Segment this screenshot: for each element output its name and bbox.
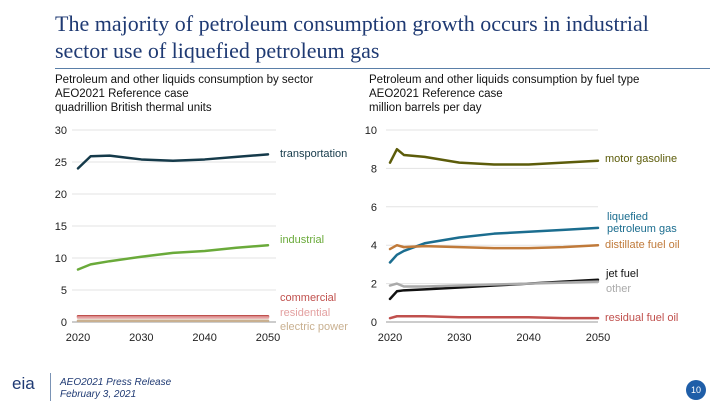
y-tick-label: 15 bbox=[55, 221, 67, 233]
footer-text: AEO2021 Press Release February 3, 2021 bbox=[60, 377, 171, 401]
page-number: 10 bbox=[686, 380, 706, 400]
x-tick-label: 2030 bbox=[129, 332, 153, 344]
y-tick-label: 4 bbox=[371, 240, 377, 252]
series-label-distillate-fuel-oil: distillate fuel oil bbox=[605, 239, 680, 251]
series-label-industrial: industrial bbox=[280, 234, 324, 246]
x-tick-label: 2050 bbox=[586, 332, 610, 344]
series-label-line: petroleum gas bbox=[607, 223, 677, 235]
series-label-line: jet fuel bbox=[605, 268, 638, 280]
right-chart-title: Petroleum and other liquids consumption … bbox=[369, 74, 640, 86]
right-chart-header: Petroleum and other liquids consumption … bbox=[369, 73, 709, 115]
series-line-transportation bbox=[76, 153, 270, 170]
x-tick-label: 2040 bbox=[516, 332, 540, 344]
series-label-line: industrial bbox=[280, 234, 324, 246]
y-tick-label: 8 bbox=[371, 163, 377, 175]
x-tick-label: 2020 bbox=[378, 332, 402, 344]
left-chart-header: Petroleum and other liquids consumption … bbox=[55, 73, 355, 115]
left-chart: 0 5 10 15 20 25 30 2020 2030 2040 2050 transportati… bbox=[55, 125, 348, 344]
series-line-motor-gasoline bbox=[388, 147, 600, 166]
x-tick-label: 2020 bbox=[66, 332, 90, 344]
series-label-line: other bbox=[606, 283, 631, 295]
y-tick-label: 20 bbox=[55, 189, 67, 201]
right-chart: 0 2 4 6 8 10 2020 2030 2040 2050 motor gasoline liq… bbox=[365, 125, 680, 344]
y-tick-label: 25 bbox=[55, 157, 67, 169]
series-label-line: commercial bbox=[280, 292, 336, 304]
y-tick-label: 10 bbox=[365, 125, 377, 137]
series-label-other: other bbox=[606, 283, 631, 295]
series-label-line: distillate fuel oil bbox=[605, 239, 680, 251]
right-chart-units: million barrels per day bbox=[369, 102, 482, 114]
series-label-residual-fuel-oil: residual fuel oil bbox=[605, 312, 678, 324]
y-tick-label: 6 bbox=[371, 202, 377, 214]
series-label-line: motor gasoline bbox=[605, 153, 677, 165]
series-label-jet-fuel: jet fuel bbox=[605, 268, 638, 280]
series-label-transportation: transportation bbox=[280, 148, 347, 160]
series-label-residential: residential bbox=[280, 307, 330, 319]
right-chart-case: AEO2021 Reference case bbox=[369, 88, 503, 100]
eia-logo: eia bbox=[12, 374, 35, 393]
y-tick-label: 0 bbox=[371, 317, 377, 329]
page-title: The majority of petroleum consumption gr… bbox=[55, 11, 649, 63]
y-tick-label: 0 bbox=[61, 317, 67, 329]
title-divider bbox=[55, 68, 710, 69]
y-tick-label: 2 bbox=[371, 279, 377, 291]
footer-date: February 3, 2021 bbox=[60, 389, 137, 400]
x-tick-label: 2030 bbox=[447, 332, 471, 344]
series-label-line: electric power bbox=[280, 321, 348, 333]
series-label-liquefied-petroleum-gas: liquefied petroleum gas bbox=[607, 211, 677, 235]
series-label-line: residential bbox=[280, 307, 330, 319]
series-label-line: residual fuel oil bbox=[605, 312, 678, 324]
series-line-residual-fuel-oil bbox=[388, 314, 600, 320]
y-tick-label: 10 bbox=[55, 253, 67, 265]
left-chart-title: Petroleum and other liquids consumption … bbox=[55, 74, 314, 86]
footer-release: AEO2021 Press Release bbox=[60, 377, 172, 388]
y-tick-label: 5 bbox=[61, 285, 67, 297]
series-label-commercial: commercial bbox=[280, 292, 336, 304]
left-chart-units: quadrillion British thermal units bbox=[55, 102, 212, 114]
series-label-line: transportation bbox=[280, 148, 347, 160]
left-chart-case: AEO2021 Reference case bbox=[55, 88, 189, 100]
series-line-liquefied-petroleum-gas bbox=[388, 226, 600, 264]
series-line-distillate-fuel-oil bbox=[388, 243, 600, 251]
footer-divider bbox=[50, 373, 51, 401]
x-tick-label: 2040 bbox=[192, 332, 216, 344]
series-label-motor-gasoline: motor gasoline bbox=[605, 153, 677, 165]
series-label-electric-power: electric power bbox=[280, 321, 348, 333]
series-line-industrial bbox=[76, 243, 270, 271]
x-tick-label: 2050 bbox=[256, 332, 280, 344]
series-line-other bbox=[388, 280, 600, 288]
y-tick-label: 30 bbox=[55, 125, 67, 137]
series-label-line: liquefied bbox=[607, 211, 648, 223]
